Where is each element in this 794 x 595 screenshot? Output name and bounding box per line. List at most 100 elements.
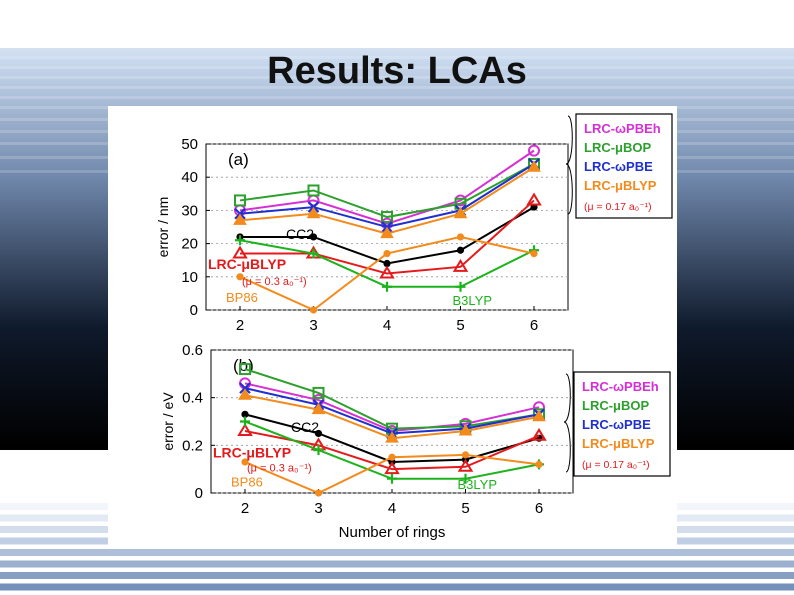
annotation-bp86: BP86 (231, 475, 263, 490)
data-point (314, 489, 323, 497)
annotation-cc2: CC2 (286, 226, 314, 242)
legend-entry: LRC-ωPBEh (582, 379, 659, 394)
legend-b: LRC-ωPBEh LRC-μBOP LRC-ωPBE LRC-μBLYP (μ = 0… (563, 371, 671, 477)
legend-entry: LRC-ωPBEh (584, 121, 661, 136)
bg-stripe (0, 86, 794, 89)
data-point (232, 245, 248, 259)
series-3 (233, 160, 541, 239)
series-3 (238, 388, 546, 443)
data-point (240, 416, 250, 427)
y-tick-label: 0.4 (182, 390, 203, 407)
x-tick-label: 2 (236, 317, 244, 334)
legend-a: LRC-ωPBEh LRC-μBOP LRC-ωPBE LRC-μBLYP (μ = 0… (565, 113, 673, 219)
y-tick-label: 0 (195, 485, 203, 502)
data-point (461, 451, 470, 459)
x-tick-label: 5 (461, 500, 469, 517)
annotation-lrc-mu-blyp: LRC-μBLYP (213, 445, 291, 461)
data-point (384, 461, 400, 475)
series-line (239, 163, 535, 219)
data-point (456, 246, 465, 254)
data-point (379, 265, 395, 279)
bg-stripe (0, 96, 794, 99)
bg-stripe (0, 66, 794, 69)
series-line (240, 199, 535, 275)
data-point (452, 258, 469, 272)
series-line (239, 149, 535, 225)
series-7 (236, 233, 538, 314)
y-tick-label: 50 (181, 136, 198, 153)
y-tick-label: 30 (181, 202, 198, 219)
chart-panel-b: 0 0.2 0.4 0.6 2 3 4 5 6 error / eV Number of rings… (160, 342, 671, 541)
series-line (244, 382, 540, 433)
annotation-mu-0-3: (μ = 0.3 a₀⁻¹) (247, 462, 312, 474)
data-point (233, 213, 247, 225)
x-tick-label: 6 (535, 500, 543, 517)
data-point (455, 281, 466, 292)
x-tick-label: 4 (388, 500, 396, 517)
y-axis-label: error / eV (160, 392, 176, 451)
data-point (382, 281, 392, 292)
bg-stripe (0, 549, 794, 556)
x-axis-label: Number of rings (339, 524, 446, 541)
bg-stripe (0, 560, 794, 568)
panel-label: (a) (228, 150, 249, 169)
series-4 (236, 203, 538, 268)
y-tick-label: 10 (181, 269, 198, 286)
annotation-cc2: CC2 (291, 419, 319, 435)
data-point (311, 402, 326, 415)
series-line (244, 368, 540, 430)
legend-note: (μ = 0.17 a₀⁻¹) (582, 459, 650, 471)
bg-stripe (0, 76, 794, 79)
legend-entry: LRC-μBOP (582, 398, 650, 413)
legend-bracket (563, 373, 571, 473)
data-point (457, 458, 474, 472)
annotation-mu-0-3: (μ = 0.3 a₀⁻¹) (242, 276, 307, 288)
y-tick-label: 40 (181, 169, 198, 186)
data-point (313, 445, 324, 456)
data-point (383, 249, 391, 258)
x-tick-label: 3 (314, 500, 322, 517)
data-point (458, 424, 473, 436)
y-tick-label: 0 (190, 302, 198, 319)
data-point (235, 235, 245, 246)
data-point (308, 248, 319, 259)
data-point (535, 460, 543, 468)
annotation-b3lyp: B3LYP (453, 293, 493, 308)
x-tick-label: 5 (456, 317, 464, 334)
y-tick-label: 0.2 (182, 437, 203, 454)
legend-box (575, 113, 673, 219)
bg-stripe (0, 572, 794, 579)
chart-figure: 0 10 20 30 40 50 2 3 4 5 6 error / nm (a) CC2 LRC-μBLY… (108, 106, 677, 547)
data-point (307, 184, 320, 197)
legend-bracket (565, 115, 573, 215)
data-point (528, 144, 540, 157)
legend-entry: LRC-ωPBE (582, 417, 651, 432)
series-5 (232, 192, 542, 279)
data-point (236, 273, 244, 281)
legend-box (573, 371, 671, 477)
series-6 (235, 235, 539, 292)
data-point (314, 429, 323, 438)
legend-entry: LRC-ωPBE (584, 159, 653, 174)
slide-title: Results: LCAs (267, 50, 527, 92)
data-point (460, 473, 471, 484)
data-point (239, 363, 251, 376)
data-point (381, 211, 393, 224)
bg-stripe (0, 56, 794, 59)
annotation-lrc-mu-blyp: LRC-μBLYP (208, 256, 286, 272)
data-point (234, 194, 246, 207)
y-tick-label: 20 (181, 236, 198, 253)
x-tick-label: 4 (383, 317, 391, 334)
annotation-bp86: BP86 (226, 290, 258, 305)
data-point (385, 431, 399, 443)
x-tick-label: 6 (530, 317, 538, 334)
data-point (530, 249, 538, 258)
data-point (239, 382, 251, 394)
data-point (526, 192, 542, 206)
data-point (532, 409, 546, 422)
x-tick-label: 3 (309, 317, 317, 334)
data-point (309, 233, 318, 241)
data-point (238, 388, 252, 400)
data-point (312, 386, 325, 399)
